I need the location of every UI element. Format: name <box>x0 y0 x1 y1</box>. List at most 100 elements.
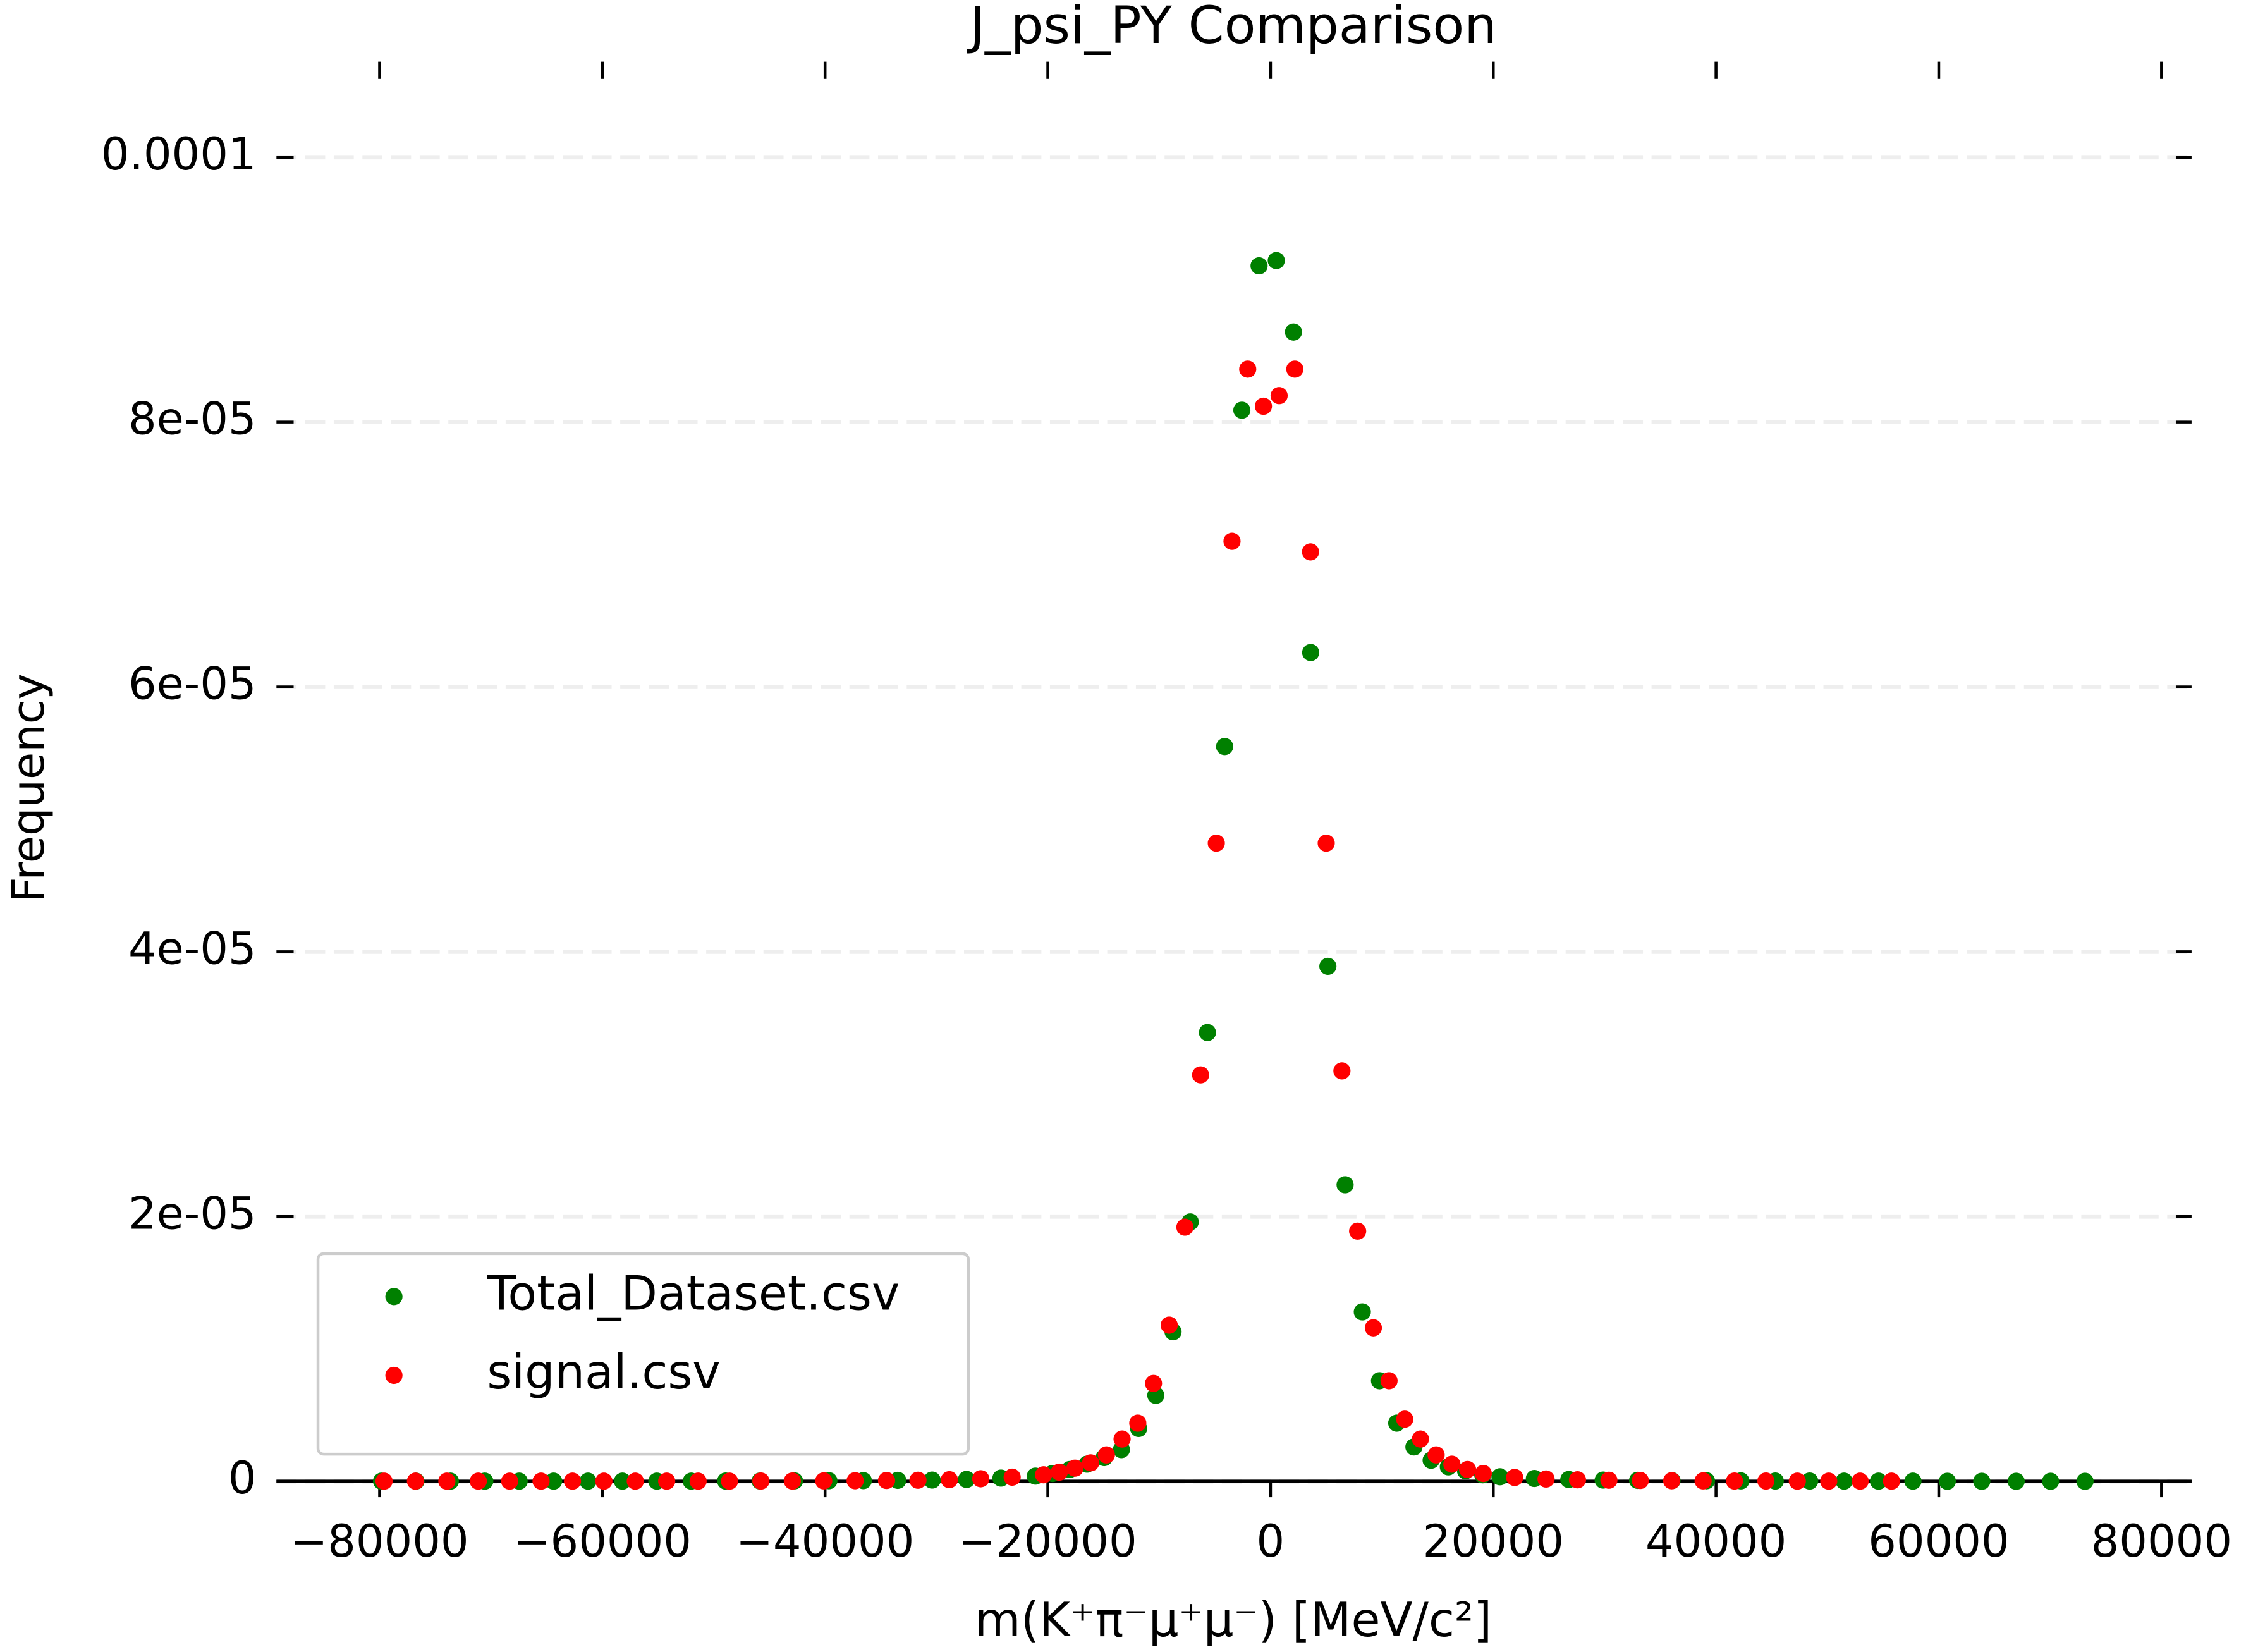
point <box>1757 1472 1775 1490</box>
point <box>1267 252 1285 269</box>
point <box>1319 957 1337 976</box>
x-tick-label: 20000 <box>1423 1515 1564 1567</box>
point <box>1726 1472 1743 1490</box>
legend-marker <box>385 1366 403 1385</box>
point <box>1145 1374 1163 1392</box>
point <box>1904 1472 1922 1490</box>
point <box>1233 401 1251 419</box>
point <box>721 1472 738 1490</box>
point <box>1129 1414 1147 1432</box>
point <box>1192 1066 1209 1084</box>
point <box>1443 1455 1461 1473</box>
point <box>1199 1024 1216 1041</box>
y-tick-label: 8e-05 <box>128 393 257 445</box>
point <box>1537 1470 1555 1488</box>
point <box>1458 1460 1477 1478</box>
y-tick-label: 4e-05 <box>128 922 257 974</box>
point <box>579 1472 597 1490</box>
point <box>1066 1459 1084 1477</box>
point <box>1801 1472 1819 1490</box>
point <box>1097 1446 1115 1464</box>
point <box>1255 397 1273 415</box>
x-tick-label: −20000 <box>958 1515 1137 1567</box>
x-tick-label: −80000 <box>290 1515 468 1567</box>
x-tick-label: −40000 <box>736 1515 914 1567</box>
point <box>1223 532 1241 550</box>
point <box>532 1472 550 1490</box>
point <box>545 1472 563 1490</box>
point <box>2076 1472 2094 1490</box>
chart-title: J_psi_PY Comparison <box>967 0 1497 56</box>
point <box>1003 1468 1021 1486</box>
point <box>658 1472 676 1490</box>
point <box>752 1472 770 1490</box>
y-tick-label: 0 <box>228 1452 257 1504</box>
x-tick-label: −60000 <box>513 1515 692 1567</box>
point <box>909 1471 927 1489</box>
x-axis-label: m(K⁺π⁻μ⁺μ⁻) [MeV/c²] <box>975 1593 1492 1648</box>
point <box>1835 1472 1853 1490</box>
y-axis-label: Frequency <box>3 673 54 903</box>
point <box>877 1472 896 1490</box>
point <box>406 1472 424 1490</box>
point <box>1239 360 1257 378</box>
point <box>595 1472 613 1490</box>
point <box>626 1472 644 1490</box>
point <box>1883 1472 1900 1490</box>
point <box>846 1472 864 1490</box>
x-tick-label: 60000 <box>1868 1515 2009 1567</box>
point <box>1568 1471 1587 1489</box>
point <box>564 1472 582 1490</box>
point <box>1364 1319 1382 1337</box>
point <box>1035 1466 1053 1484</box>
point <box>1412 1430 1429 1448</box>
point <box>1250 257 1268 275</box>
y-tick-label: 0.0001 <box>101 128 257 180</box>
point <box>1285 323 1302 341</box>
point <box>1176 1218 1194 1236</box>
legend-label: signal.csv <box>487 1345 720 1400</box>
point <box>1938 1472 1956 1490</box>
point <box>614 1472 632 1490</box>
point <box>1851 1472 1869 1490</box>
x-tick-label: 80000 <box>2091 1515 2232 1567</box>
point <box>1207 835 1225 852</box>
point <box>783 1472 801 1490</box>
y-tick-label: 6e-05 <box>128 658 257 710</box>
point <box>501 1472 518 1490</box>
point <box>1302 644 1320 661</box>
point <box>1113 1430 1131 1448</box>
point <box>1788 1472 1806 1490</box>
point <box>1694 1472 1712 1490</box>
point <box>375 1472 393 1490</box>
point <box>1216 738 1233 756</box>
point <box>958 1471 975 1488</box>
point <box>1600 1471 1618 1489</box>
legend-box <box>316 1252 970 1456</box>
point <box>1396 1410 1413 1428</box>
point <box>1317 835 1335 852</box>
point <box>1427 1446 1445 1464</box>
legend-label: Total_Dataset.csv <box>486 1266 900 1321</box>
legend-marker <box>385 1288 403 1306</box>
point <box>1474 1465 1492 1483</box>
point <box>1491 1468 1509 1486</box>
point <box>923 1471 941 1489</box>
point <box>1380 1372 1398 1390</box>
x-tick-label: 0 <box>1257 1515 1285 1567</box>
point <box>1051 1463 1068 1481</box>
point <box>1870 1472 1888 1490</box>
point <box>1973 1472 1991 1490</box>
point <box>1302 543 1319 561</box>
point <box>689 1472 707 1490</box>
y-tick-label: 2e-05 <box>128 1187 257 1239</box>
point <box>941 1471 958 1489</box>
point <box>1333 1062 1351 1080</box>
point <box>1286 360 1303 378</box>
point <box>2042 1472 2060 1490</box>
point <box>1353 1303 1371 1321</box>
point <box>1160 1316 1178 1334</box>
point <box>2007 1472 2025 1490</box>
point <box>469 1472 487 1490</box>
